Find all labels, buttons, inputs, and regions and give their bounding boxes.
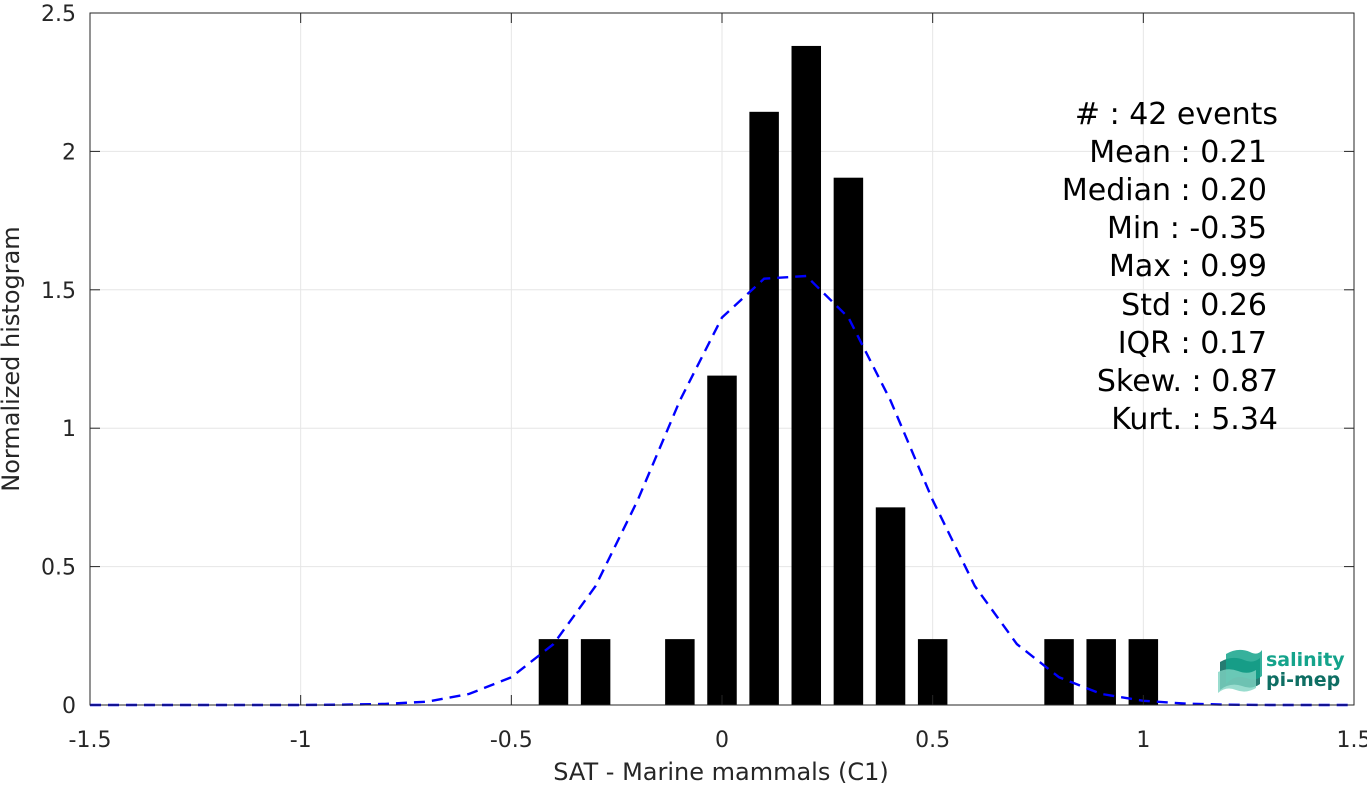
histogram-bar (749, 111, 779, 705)
histogram-bar (875, 507, 906, 705)
stats-skew: Skew. : 0.87 (1097, 364, 1278, 399)
x-tick-labels: -1.5 -1 -0.5 0 0.5 1 1.5 (69, 728, 1367, 753)
x-tick-label: -0.5 (490, 728, 533, 753)
histogram-bar (791, 45, 822, 705)
x-axis-label: SAT - Marine mammals (C1) (553, 758, 888, 785)
x-tick-label: 0 (715, 728, 729, 753)
y-tick-label: 0 (62, 694, 76, 719)
histogram-bars (538, 45, 1159, 706)
histogram-bar (1128, 639, 1159, 705)
y-tick-label: 1 (62, 417, 76, 442)
y-tick-label: 0.5 (41, 556, 76, 581)
logo-text-pimep: pi-mep (1266, 669, 1340, 691)
stats-iqr: IQR : 0.17 (1118, 326, 1267, 361)
logo-text-salinity: salinity (1266, 649, 1345, 671)
stats-min: Min : -0.35 (1107, 211, 1267, 246)
statistics-summary: # : 42 events Mean : 0.21 Median : 0.20 … (1062, 97, 1278, 437)
stats-max: Max : 0.99 (1109, 249, 1267, 284)
histogram-bar (917, 639, 948, 705)
histogram-bar (538, 639, 569, 705)
histogram-bar (665, 639, 695, 705)
salinity-pimep-logo: salinity pi-mep (1218, 649, 1345, 693)
y-tick-label: 2 (62, 140, 76, 165)
histogram-bar (833, 177, 864, 706)
x-tick-label: 1.5 (1337, 728, 1367, 753)
axis-ticks (89, 12, 1355, 706)
x-tick-label: 1 (1136, 728, 1150, 753)
y-tick-label: 1.5 (41, 279, 76, 304)
stats-median: Median : 0.20 (1062, 173, 1267, 208)
wave-logo-icon (1218, 649, 1262, 693)
stats-std: Std : 0.26 (1121, 288, 1267, 323)
y-tick-label: 2.5 (41, 2, 76, 27)
x-tick-label: 0.5 (915, 728, 950, 753)
stats-kurt: Kurt. : 5.34 (1111, 402, 1278, 437)
histogram-bar (1044, 639, 1074, 705)
x-tick-label: -1 (290, 728, 312, 753)
stats-mean: Mean : 0.21 (1089, 135, 1267, 170)
histogram-bar (1086, 639, 1116, 705)
y-tick-labels: 0 0.5 1 1.5 2 2.5 (41, 2, 76, 719)
histogram-bar (707, 375, 737, 705)
histogram-bar (580, 639, 611, 705)
y-axis-label: Normalized histogram (0, 226, 25, 491)
stats-count: # : 42 events (1075, 97, 1278, 132)
x-tick-label: -1.5 (69, 728, 112, 753)
